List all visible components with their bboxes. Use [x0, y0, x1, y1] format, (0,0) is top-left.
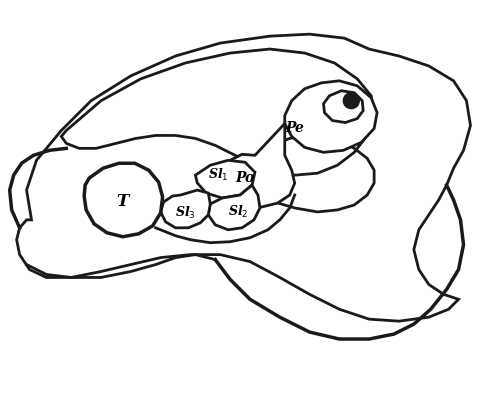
Text: T: T [116, 194, 129, 210]
Polygon shape [84, 163, 162, 237]
Polygon shape [160, 190, 210, 228]
Polygon shape [285, 81, 377, 152]
Polygon shape [62, 49, 374, 175]
Text: Sl$_2$: Sl$_2$ [228, 204, 248, 220]
Text: Sl$_3$: Sl$_3$ [175, 205, 196, 221]
Text: Po: Po [236, 171, 255, 185]
Polygon shape [208, 185, 260, 230]
Text: Sl$_1$: Sl$_1$ [208, 167, 229, 183]
Polygon shape [222, 124, 294, 207]
Text: Pe: Pe [285, 122, 304, 136]
Circle shape [344, 93, 359, 109]
Polygon shape [196, 160, 255, 198]
Polygon shape [324, 91, 363, 122]
Polygon shape [16, 34, 470, 321]
